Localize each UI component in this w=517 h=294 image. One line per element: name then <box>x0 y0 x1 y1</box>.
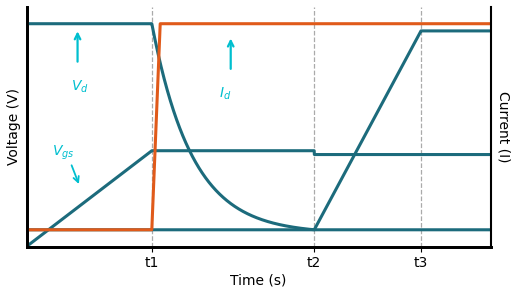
Text: $V_d$: $V_d$ <box>71 79 88 95</box>
X-axis label: Time (s): Time (s) <box>231 273 287 287</box>
Y-axis label: Voltage (V): Voltage (V) <box>7 88 21 165</box>
Y-axis label: Current (I): Current (I) <box>496 91 510 163</box>
Text: $V_{gs}$: $V_{gs}$ <box>52 143 74 162</box>
Text: $I_d$: $I_d$ <box>219 86 232 102</box>
